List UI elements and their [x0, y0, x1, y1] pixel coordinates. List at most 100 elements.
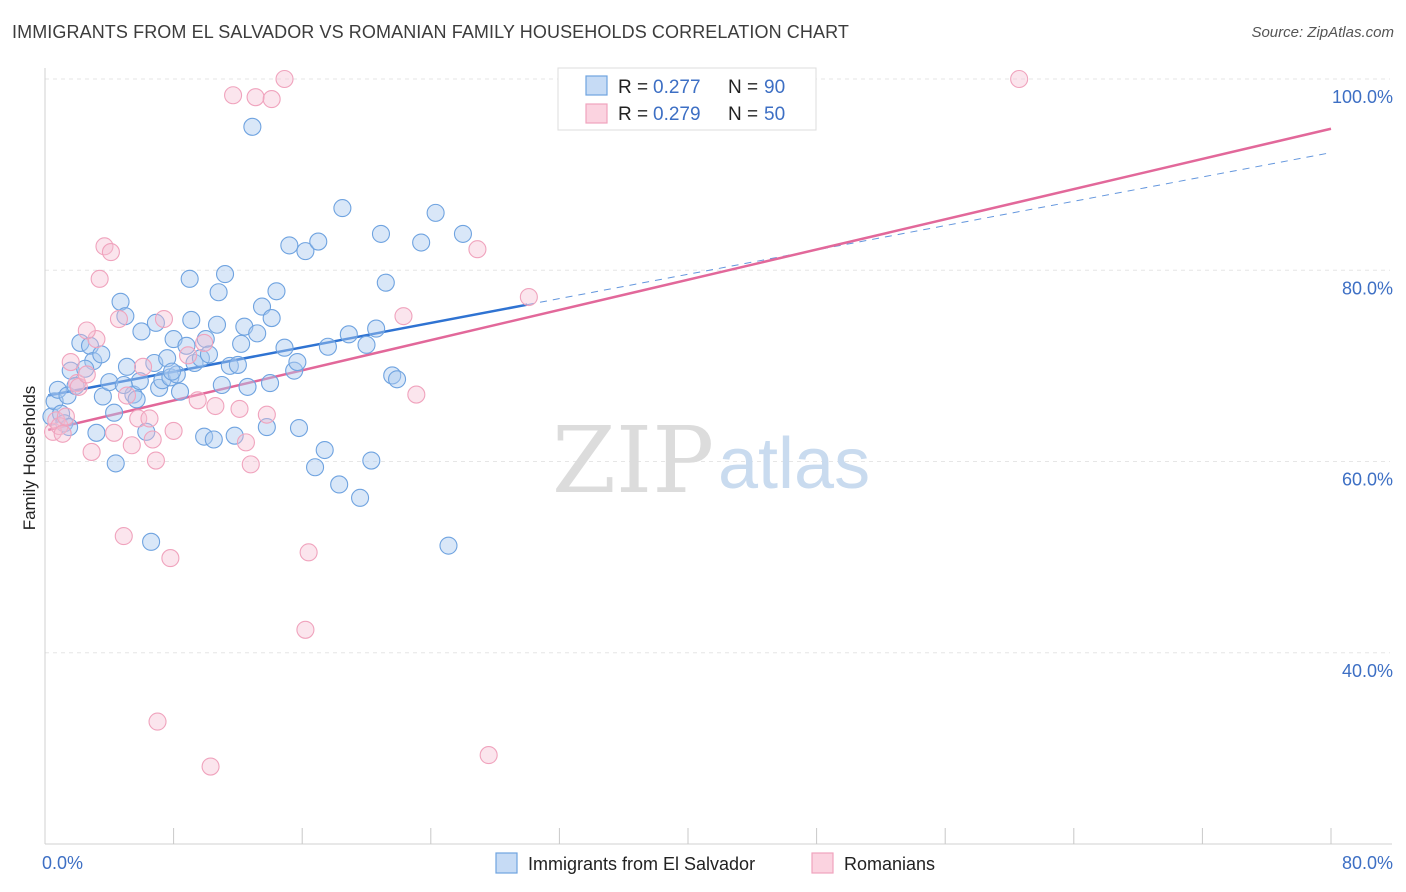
el-salvador-point-64 — [309, 232, 328, 251]
el-salvador-point-69 — [339, 325, 358, 344]
el-salvador-point-13 — [100, 373, 119, 392]
el-salvador-point-32 — [167, 365, 186, 384]
axes: 100.0% 80.0% 60.0% 40.0% 0.0% 80.0% — [42, 68, 1393, 873]
romanian-point-42 — [299, 543, 318, 562]
el-salvador-point-75 — [376, 273, 395, 292]
el-salvador-point-2 — [48, 380, 67, 399]
el-salvador-point-79 — [426, 203, 445, 222]
bottom-legend-label-blue: Immigrants from El Salvador — [528, 854, 755, 874]
romanian-point-33 — [224, 86, 243, 105]
el-salvador-point-50 — [238, 377, 257, 396]
legend-r-label-0: R = — [618, 77, 648, 98]
el-salvador-point-73 — [367, 319, 386, 338]
legend-n-value-0: 90 — [764, 77, 785, 98]
watermark: ZIP atlas — [552, 407, 870, 514]
romanian-point-34 — [230, 399, 249, 418]
el-salvador-point-51 — [243, 117, 262, 136]
el-salvador-point-42 — [204, 430, 223, 449]
romanian-point-15 — [109, 309, 128, 329]
romanian-point-48 — [1010, 69, 1029, 89]
romanian-point-5 — [61, 352, 80, 372]
romanian-point-9 — [82, 442, 101, 461]
el-salvador-trend-line — [47, 303, 528, 397]
romanian-point-38 — [257, 405, 276, 424]
el-salvador-point-23 — [137, 422, 156, 441]
bottom-legend-swatch-blue — [495, 852, 518, 874]
el-salvador-point-34 — [177, 336, 196, 355]
romanian-point-26 — [161, 549, 180, 568]
romanian-point-14 — [105, 423, 124, 442]
el-salvador-point-43 — [207, 315, 227, 334]
el-salvador-point-68 — [333, 199, 352, 218]
el-salvador-point-58 — [275, 338, 294, 357]
bottom-legend-swatch-pink — [811, 852, 834, 874]
el-salvador-point-78 — [412, 233, 431, 252]
x-tick-label-0: 0.0% — [42, 853, 83, 873]
el-salvador-point-35 — [180, 269, 199, 288]
watermark-zip: ZIP — [552, 407, 714, 514]
el-salvador-point-87 — [288, 352, 307, 372]
legend-swatch-pink — [585, 103, 608, 124]
el-salvador-point-81 — [453, 224, 473, 243]
el-salvador-point-18 — [117, 357, 137, 376]
romanian-point-27 — [164, 421, 183, 440]
chart-title: IMMIGRANTS FROM EL SALVADOR VS ROMANIAN … — [12, 22, 849, 42]
el-salvador-point-84 — [92, 345, 111, 364]
romanian-point-35 — [236, 433, 255, 452]
romanian-point-47 — [519, 287, 538, 307]
el-salvador-point-77 — [387, 370, 407, 389]
legend-n-label-0: N = — [728, 77, 758, 98]
el-salvador-point-61 — [289, 418, 309, 438]
el-salvador-point-36 — [182, 310, 201, 330]
el-salvador-point-74 — [371, 224, 391, 243]
el-salvador-point-14 — [105, 403, 124, 422]
legend-n-label-1: N = — [728, 104, 758, 125]
legend-r-value-0: 0.277 — [653, 77, 701, 98]
el-salvador-point-70 — [351, 488, 370, 507]
el-salvador-point-45 — [215, 265, 235, 284]
romanian-point-18 — [122, 436, 141, 455]
legend-r-label-1: R = — [618, 104, 648, 125]
romanian-point-31 — [201, 757, 220, 776]
romanian-point-23 — [146, 451, 165, 470]
romanian-point-11 — [90, 269, 109, 288]
el-salvador-point-86 — [232, 334, 251, 353]
el-salvador-point-54 — [257, 418, 276, 437]
el-salvador-point-47 — [225, 426, 244, 445]
el-salvador-point-29 — [158, 349, 177, 368]
romanian-point-49 — [77, 321, 96, 340]
el-salvador-point-56 — [262, 309, 281, 328]
romanian-point-24 — [148, 712, 167, 731]
el-salvador-point-71 — [357, 335, 376, 354]
y-tick-label-2: 60.0% — [1342, 470, 1393, 490]
romanian-point-16 — [114, 527, 133, 546]
el-salvador-point-24 — [142, 532, 161, 551]
romanian-point-29 — [188, 391, 207, 410]
romanian-point-21 — [140, 409, 159, 428]
y-tick-label-0: 100.0% — [1332, 87, 1393, 107]
romanian-point-41 — [296, 620, 315, 639]
el-salvador-point-33 — [170, 382, 190, 401]
el-salvador-point-72 — [362, 451, 381, 470]
el-salvador-point-11 — [87, 423, 106, 442]
y-axis-title: Family Households — [20, 386, 39, 531]
y-tick-label-1: 80.0% — [1342, 278, 1393, 298]
legend: R = 0.277 N = 90 R = 0.279 N = 50 — [557, 67, 817, 131]
el-salvador-point-41 — [199, 345, 219, 364]
el-salvador-point-62 — [296, 242, 315, 261]
romanian-point-40 — [275, 69, 294, 89]
el-salvador-point-80 — [439, 536, 458, 555]
romanian-point-36 — [241, 455, 260, 474]
el-salvador-point-57 — [267, 282, 286, 301]
romanian-point-32 — [206, 396, 225, 416]
bottom-legend: Immigrants from El Salvador Romanians — [495, 852, 935, 874]
el-salvador-point-65 — [315, 440, 334, 460]
romanian-point-43 — [394, 307, 413, 326]
x-tick-label-1: 80.0% — [1342, 853, 1393, 873]
legend-swatch-blue — [585, 75, 608, 96]
legend-r-value-1: 0.279 — [653, 104, 701, 125]
watermark-atlas: atlas — [718, 424, 870, 504]
romanian-point-17 — [117, 386, 137, 405]
el-salvador-point-44 — [209, 283, 228, 302]
romanian-point-28 — [179, 346, 198, 365]
